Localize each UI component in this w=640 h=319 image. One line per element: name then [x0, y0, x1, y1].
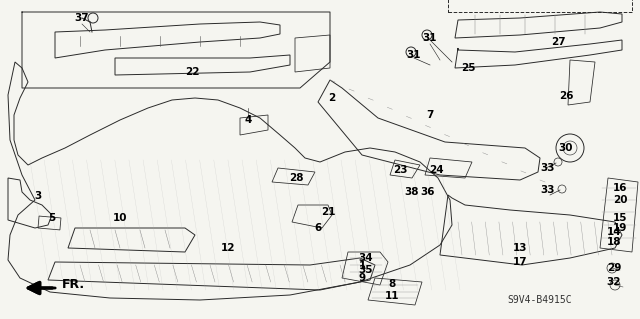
Text: 5: 5	[49, 213, 56, 223]
Text: 3: 3	[35, 191, 42, 201]
Text: 6: 6	[314, 223, 322, 233]
Text: 20: 20	[612, 195, 627, 205]
Text: 7: 7	[426, 110, 434, 120]
Text: 32: 32	[607, 277, 621, 287]
Text: 31: 31	[407, 50, 421, 60]
Text: 16: 16	[612, 183, 627, 193]
Text: 30: 30	[559, 143, 573, 153]
Text: S9V4-B4915C: S9V4-B4915C	[508, 295, 572, 305]
Text: 33: 33	[541, 185, 556, 195]
Text: 34: 34	[358, 253, 373, 263]
Text: FR.: FR.	[62, 278, 85, 291]
Text: 17: 17	[513, 257, 527, 267]
Text: 31: 31	[423, 33, 437, 43]
Text: 28: 28	[289, 173, 303, 183]
Text: 1: 1	[358, 261, 365, 271]
Text: 8: 8	[388, 279, 396, 289]
Text: 21: 21	[321, 207, 335, 217]
Text: 29: 29	[607, 263, 621, 273]
Text: 38: 38	[404, 187, 419, 197]
Text: 12: 12	[221, 243, 236, 253]
Text: 37: 37	[75, 13, 90, 23]
Text: 25: 25	[461, 63, 476, 73]
Text: 36: 36	[420, 187, 435, 197]
Text: 35: 35	[359, 265, 373, 275]
Text: 19: 19	[613, 223, 627, 233]
Text: 24: 24	[429, 165, 444, 175]
Text: 4: 4	[244, 115, 252, 125]
Text: 15: 15	[612, 213, 627, 223]
Text: 27: 27	[550, 37, 565, 47]
Text: 26: 26	[559, 91, 573, 101]
Text: 13: 13	[513, 243, 527, 253]
Text: 10: 10	[113, 213, 127, 223]
Text: 18: 18	[607, 237, 621, 247]
Bar	[38, 216, 61, 230]
Text: 9: 9	[358, 273, 365, 283]
Text: 11: 11	[385, 291, 399, 301]
Bar	[448, 0, 632, 12]
Text: 14: 14	[607, 227, 621, 237]
Text: 33: 33	[541, 163, 556, 173]
Text: 2: 2	[328, 93, 335, 103]
Text: 22: 22	[185, 67, 199, 77]
Text: 23: 23	[393, 165, 407, 175]
